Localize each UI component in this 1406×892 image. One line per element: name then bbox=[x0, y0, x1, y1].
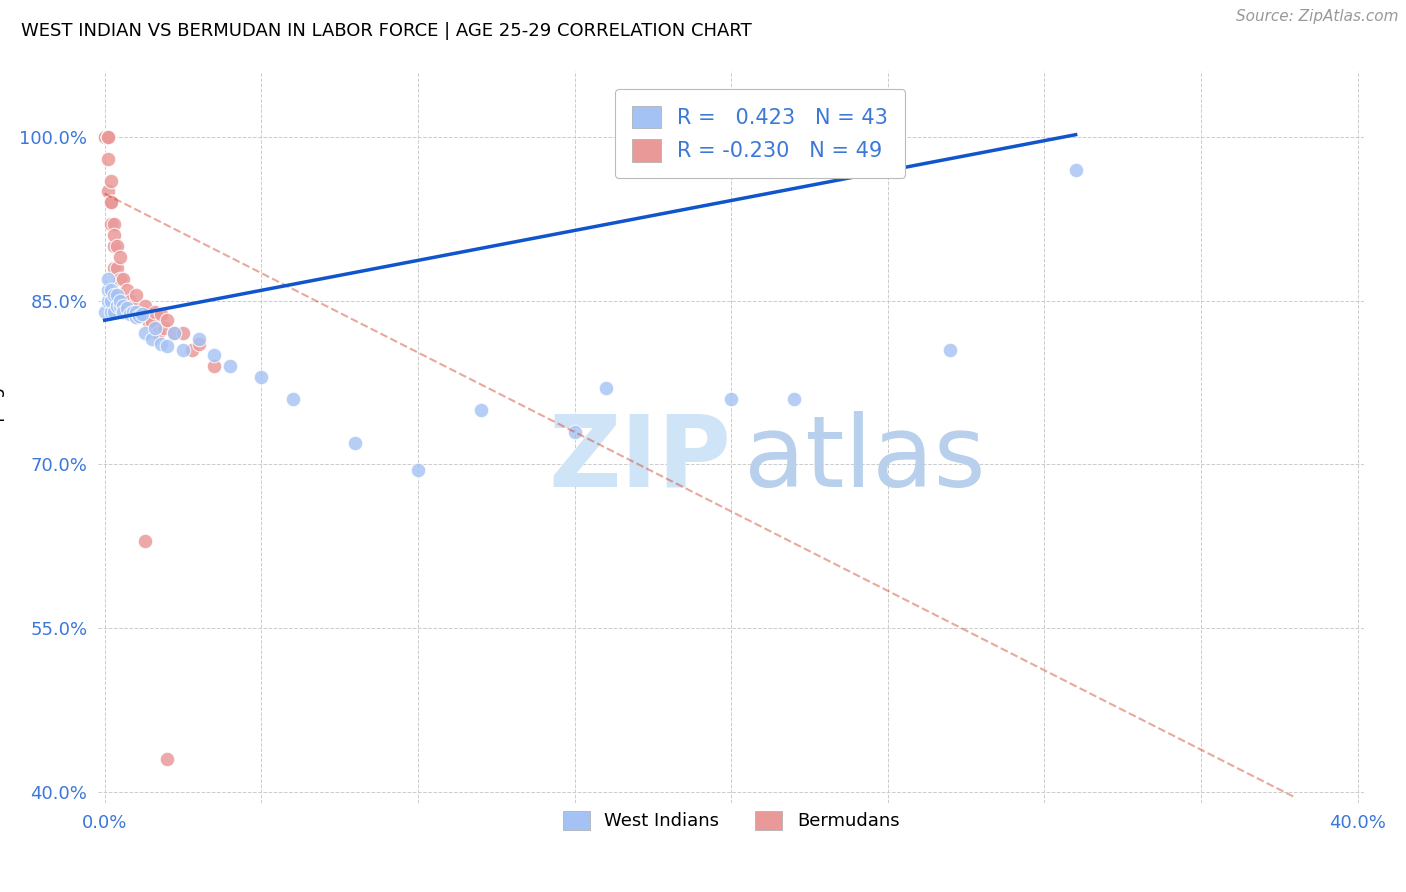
Point bbox=[100, 195, 122, 210]
Point bbox=[93, 129, 115, 144]
Point bbox=[125, 310, 148, 324]
Point bbox=[720, 392, 742, 406]
Point bbox=[138, 315, 160, 329]
Point bbox=[105, 288, 128, 302]
Point bbox=[281, 392, 304, 406]
Point bbox=[128, 309, 150, 323]
Point bbox=[202, 348, 225, 362]
Point bbox=[93, 129, 115, 144]
Point bbox=[110, 293, 132, 308]
Point bbox=[187, 332, 209, 346]
Point bbox=[105, 260, 128, 275]
Point bbox=[100, 173, 122, 187]
Point bbox=[156, 313, 179, 327]
Point bbox=[172, 343, 194, 357]
Point bbox=[143, 321, 166, 335]
Point bbox=[97, 129, 120, 144]
Text: atlas: atlas bbox=[744, 410, 986, 508]
Point bbox=[406, 463, 429, 477]
Point bbox=[250, 370, 273, 384]
Point bbox=[100, 217, 122, 231]
Point bbox=[134, 326, 156, 341]
Point bbox=[146, 326, 169, 341]
Point bbox=[105, 239, 128, 253]
Point bbox=[131, 307, 153, 321]
Point bbox=[141, 332, 163, 346]
Point bbox=[162, 326, 184, 341]
Point bbox=[115, 283, 138, 297]
Text: Source: ZipAtlas.com: Source: ZipAtlas.com bbox=[1236, 9, 1399, 24]
Point bbox=[110, 272, 132, 286]
Point bbox=[97, 129, 120, 144]
Point bbox=[100, 304, 122, 318]
Point bbox=[134, 299, 156, 313]
Point bbox=[131, 304, 153, 318]
Point bbox=[93, 304, 115, 318]
Point bbox=[122, 299, 145, 313]
Y-axis label: In Labor Force | Age 25-29: In Labor Force | Age 25-29 bbox=[0, 318, 6, 557]
Point bbox=[219, 359, 242, 373]
Point bbox=[115, 299, 138, 313]
Point bbox=[112, 272, 135, 286]
Point bbox=[1064, 162, 1087, 177]
Point bbox=[97, 129, 120, 144]
Point bbox=[156, 339, 179, 353]
Text: ZIP: ZIP bbox=[548, 410, 731, 508]
Point bbox=[118, 307, 141, 321]
Point bbox=[470, 402, 492, 417]
Point bbox=[187, 337, 209, 351]
Point bbox=[125, 304, 148, 318]
Point bbox=[105, 299, 128, 313]
Point bbox=[100, 195, 122, 210]
Point bbox=[112, 299, 135, 313]
Point bbox=[103, 239, 125, 253]
Point bbox=[595, 381, 617, 395]
Point bbox=[103, 260, 125, 275]
Point bbox=[100, 293, 122, 308]
Point bbox=[93, 129, 115, 144]
Point bbox=[162, 326, 184, 341]
Point bbox=[97, 283, 120, 297]
Point bbox=[172, 326, 194, 341]
Point bbox=[115, 301, 138, 316]
Point bbox=[150, 337, 173, 351]
Point bbox=[97, 272, 120, 286]
Point bbox=[97, 185, 120, 199]
Point bbox=[103, 228, 125, 243]
Point bbox=[156, 752, 179, 766]
Point bbox=[103, 217, 125, 231]
Point bbox=[134, 533, 156, 548]
Point bbox=[783, 392, 806, 406]
Point bbox=[110, 299, 132, 313]
Point bbox=[110, 250, 132, 264]
Point bbox=[181, 343, 204, 357]
Point bbox=[128, 307, 150, 321]
Point bbox=[97, 129, 120, 144]
Point bbox=[97, 129, 120, 144]
Point bbox=[103, 288, 125, 302]
Point bbox=[143, 304, 166, 318]
Text: WEST INDIAN VS BERMUDAN IN LABOR FORCE | AGE 25-29 CORRELATION CHART: WEST INDIAN VS BERMUDAN IN LABOR FORCE |… bbox=[21, 22, 752, 40]
Point bbox=[153, 321, 176, 335]
Point bbox=[125, 310, 148, 324]
Point bbox=[122, 304, 145, 318]
Point bbox=[97, 293, 120, 308]
Point bbox=[100, 195, 122, 210]
Point bbox=[125, 288, 148, 302]
Point bbox=[939, 343, 962, 357]
Point bbox=[97, 152, 120, 166]
Point bbox=[564, 425, 586, 439]
Point bbox=[100, 283, 122, 297]
Point bbox=[344, 435, 367, 450]
Point bbox=[150, 307, 173, 321]
Point bbox=[118, 293, 141, 308]
Point bbox=[103, 304, 125, 318]
Point bbox=[202, 359, 225, 373]
Point bbox=[112, 293, 135, 308]
Point bbox=[93, 129, 115, 144]
Point bbox=[112, 304, 135, 318]
Legend: West Indians, Bermudans: West Indians, Bermudans bbox=[555, 804, 907, 838]
Point bbox=[141, 315, 163, 329]
